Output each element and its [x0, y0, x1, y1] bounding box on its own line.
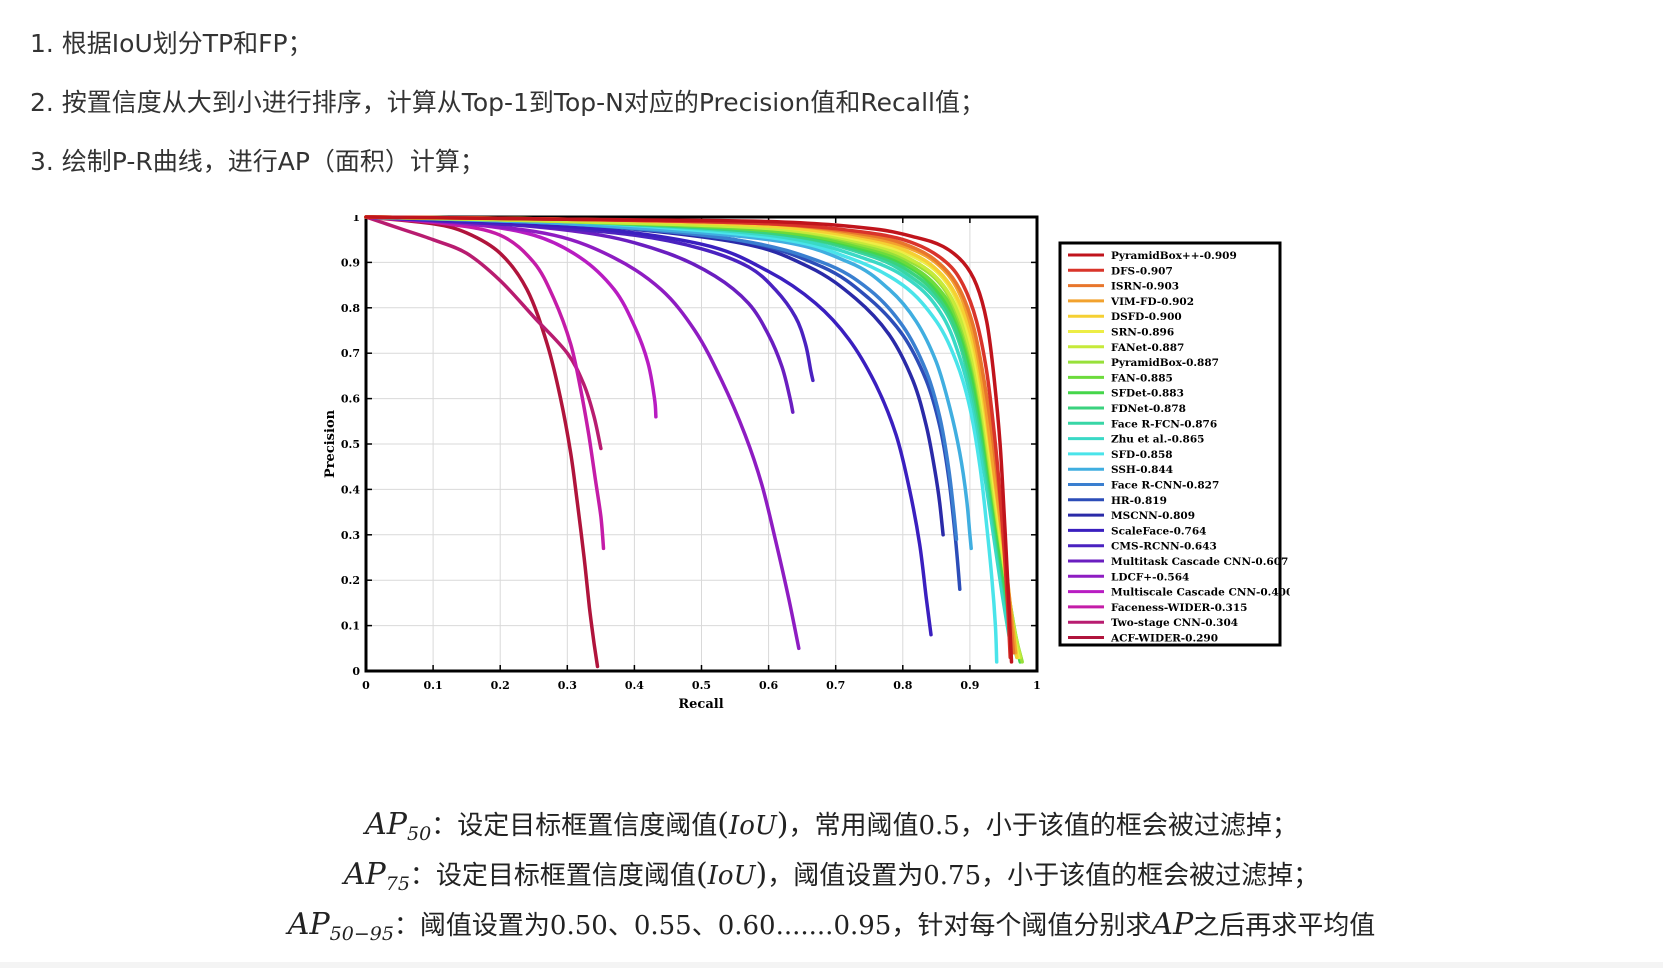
legend-label: Face R-FCN-0.876	[1111, 418, 1217, 430]
legend-label: PyramidBox-0.887	[1111, 357, 1219, 369]
formula-subscript: 75	[385, 873, 410, 896]
x-tick-label: 0	[362, 679, 370, 692]
steps-list: 1. 根据IoU划分TP和FP； 2. 按置信度从大到小进行排序，计算从Top-…	[30, 14, 985, 191]
series-line	[364, 215, 801, 651]
y-tick-label: 0.3	[341, 529, 360, 542]
formula-ap50-95: AP50−95：阈值设置为0.50、0.55、0.60.......0.95，针…	[0, 900, 1663, 950]
series-line	[364, 215, 999, 664]
series-line	[364, 215, 1014, 651]
x-tick-label: 0.1	[424, 679, 443, 692]
page-bottom-bar	[0, 962, 1663, 968]
legend-label: SRN-0.896	[1111, 327, 1174, 339]
y-tick-label: 0	[352, 665, 360, 678]
legend-label: ACF-WIDER-0.290	[1110, 633, 1218, 645]
legend-label: Two-stage CNN-0.304	[1111, 617, 1238, 629]
series-line	[364, 215, 1014, 664]
legend-label: Multitask Cascade CNN-0.607	[1111, 556, 1288, 568]
legend-label: LDCF+-0.564	[1111, 571, 1189, 583]
y-tick-label: 0.9	[341, 256, 360, 269]
x-tick-label: 0.6	[759, 679, 778, 692]
x-tick-label: 0.7	[826, 679, 845, 692]
formula-paren-open: (	[717, 807, 729, 842]
x-tick-label: 0.4	[625, 679, 644, 692]
formula-paren-close: )	[776, 807, 789, 842]
grid	[366, 217, 1037, 671]
step-1: 1. 根据IoU划分TP和FP；	[30, 29, 313, 58]
legend-label: CMS-RCNN-0.643	[1111, 541, 1217, 553]
legend-label: FAN-0.885	[1111, 372, 1173, 384]
legend-label: Face R-CNN-0.827	[1111, 480, 1219, 492]
y-tick-label: 0.2	[341, 574, 360, 587]
series-line	[364, 215, 815, 383]
formula-text: ：设定目标框置信度阈值	[431, 811, 718, 841]
legend-label: HR-0.819	[1111, 495, 1167, 507]
formula-text: ：设定目标框置信度阈值	[409, 861, 696, 891]
y-axis-label: Precision	[323, 409, 338, 478]
y-tick-label: 0.7	[341, 347, 360, 360]
formula-ap50: AP50：设定目标框置信度阈值(IoU)，常用阈值0.5，小于该值的框会被过滤掉…	[0, 800, 1663, 850]
series-curves	[364, 215, 1024, 669]
formula-symbol: AP	[365, 807, 407, 842]
legend-label: SFDet-0.883	[1111, 388, 1184, 400]
series-line	[364, 215, 600, 669]
legend: PyramidBox++-0.909 DFS-0.907 ISRN-0.903 VIM…	[1068, 250, 1290, 645]
legend-box	[1058, 241, 1282, 647]
series-line	[364, 215, 933, 637]
formula-symbol: AP	[343, 857, 386, 892]
y-tick-label: 0.1	[341, 620, 360, 633]
y-tick-label: 0.6	[341, 393, 360, 406]
formula-paren-close: )	[755, 857, 768, 892]
y-tick-label: 0.8	[341, 302, 360, 315]
y-tick-label: 1	[352, 215, 360, 224]
legend-label: Multiscale Cascade CNN-0.400	[1111, 587, 1290, 599]
series-line	[364, 215, 606, 551]
series-line	[364, 215, 658, 419]
legend-label: SFD-0.858	[1111, 449, 1173, 461]
x-tick-label: 0.8	[893, 679, 912, 692]
step-3: 3. 绘制P-R曲线，进行AP（面积）计算；	[30, 147, 485, 176]
formula-paren-open: (	[695, 857, 708, 892]
formula-tail: 之后再求平均值	[1193, 911, 1376, 941]
legend-label: FDNet-0.878	[1111, 403, 1186, 415]
y-tick-label: 0.5	[341, 438, 360, 451]
formula-subscript: 50	[407, 823, 432, 846]
formula-math: AP	[1151, 907, 1194, 942]
x-tick-label: 0.9	[960, 679, 979, 692]
x-tick-label: 0.5	[692, 679, 711, 692]
ap-formulas: AP50：设定目标框置信度阈值(IoU)，常用阈值0.5，小于该值的框会被过滤掉…	[0, 800, 1663, 950]
formula-text: ：阈值设置为0.50、0.55、0.60.......0.95，针对每个阈值分别…	[393, 911, 1152, 941]
legend-label: FANet-0.887	[1111, 342, 1184, 354]
formula-tail: ，常用阈值0.5，小于该值的框会被过滤掉；	[788, 811, 1298, 841]
formula-subscript: 50−95	[329, 923, 394, 946]
formula-math: IoU	[707, 861, 756, 891]
pr-curve-chart: 0 0.1 0.2 0.3 0.4 0.5 0.6 0.7 0.8 0.9 1 0 0.1 0.2 0.3 0…	[323, 215, 1290, 712]
legend-label: VIM-FD-0.902	[1110, 296, 1194, 308]
formula-symbol: AP	[287, 907, 330, 942]
x-axis-label: Recall	[678, 697, 723, 712]
step-2: 2. 按置信度从大到小进行排序，计算从Top-1到Top-N对应的Precisi…	[30, 88, 985, 117]
y-tick-label: 0.4	[341, 483, 360, 496]
legend-label: SSH-0.844	[1111, 464, 1173, 476]
legend-label: Zhu et al.-0.865	[1111, 434, 1204, 446]
legend-label: MSCNN-0.809	[1111, 510, 1195, 522]
x-tick-label: 1	[1033, 679, 1041, 692]
x-tick-label: 0.2	[491, 679, 510, 692]
legend-label: Faceness-WIDER-0.315	[1111, 602, 1247, 614]
legend-label: DFS-0.907	[1111, 265, 1173, 277]
formula-math: IoU	[728, 811, 777, 841]
legend-label: ISRN-0.903	[1111, 281, 1179, 293]
legend-label: DSFD-0.900	[1111, 311, 1182, 323]
series-line	[364, 215, 1019, 655]
legend-label: PyramidBox++-0.909	[1111, 250, 1237, 262]
legend-label: ScaleFace-0.764	[1111, 525, 1206, 537]
x-tick-label: 0.3	[558, 679, 577, 692]
formula-ap75: AP75：设定目标框置信度阈值(IoU)，阈值设置为0.75，小于该值的框会被过…	[0, 850, 1663, 900]
series-line	[364, 215, 973, 551]
formula-tail: ，阈值设置为0.75，小于该值的框会被过滤掉；	[767, 861, 1320, 891]
series-line	[364, 215, 603, 451]
